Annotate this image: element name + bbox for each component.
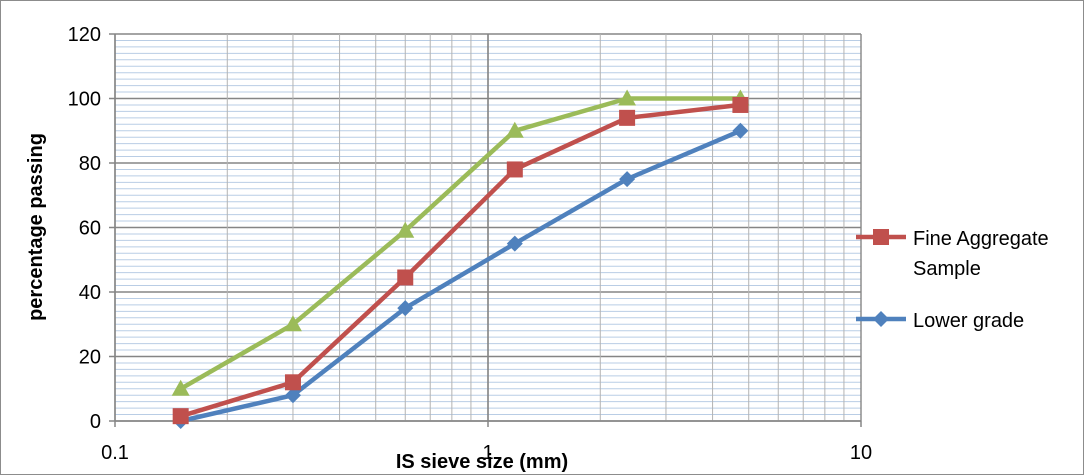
y-tick-label: 0 — [90, 411, 101, 433]
series-line — [179, 96, 741, 391]
data-point-triangle — [505, 121, 524, 138]
y-tick-label: 60 — [79, 218, 101, 240]
legend-label: Lower grade — [913, 310, 1024, 332]
data-point-square — [506, 161, 523, 178]
x-axis-title: IS sieve size (mm) — [396, 451, 568, 473]
data-point-triangle — [171, 379, 190, 396]
legend-swatch-marker — [873, 229, 889, 245]
grid — [114, 33, 862, 422]
data-point-triangle — [283, 315, 302, 332]
data-point-diamond — [284, 387, 301, 404]
data-point-triangle — [618, 89, 637, 106]
series-2 — [172, 122, 749, 429]
y-tick-label: 80 — [79, 153, 101, 175]
y-tick-label: 120 — [68, 24, 101, 46]
legend-item: Fine Aggregate Sample — [856, 228, 1049, 280]
series-1 — [172, 96, 749, 425]
legend-label: Fine Aggregate — [913, 228, 1049, 250]
data-point-diamond — [506, 235, 523, 252]
data-point-square — [284, 374, 301, 391]
y-axis-title: percentage passing — [25, 133, 47, 321]
data-point-square — [172, 408, 189, 425]
series-line — [180, 128, 742, 424]
series-layer — [171, 89, 750, 429]
tick-labels: 0 20 40 60 80 100 120 0.1 1 10 — [68, 24, 873, 464]
x-tick-label: 10 — [850, 442, 872, 464]
x-tick-label: 0.1 — [101, 442, 129, 464]
axes — [109, 33, 862, 427]
y-tick-label: 20 — [79, 347, 101, 369]
data-point-square — [732, 96, 749, 113]
legend-swatch-marker — [873, 311, 889, 327]
y-tick-label: 40 — [79, 282, 101, 304]
series-line — [180, 102, 741, 419]
y-tick-label: 100 — [68, 89, 101, 111]
series-3 — [171, 89, 750, 396]
data-point-triangle — [396, 221, 415, 238]
legend-label: Sample — [913, 258, 981, 280]
data-point-square — [619, 109, 636, 126]
data-point-diamond — [619, 171, 636, 188]
legend-item: Lower grade — [856, 310, 1024, 332]
data-point-square — [397, 269, 414, 286]
x-tick-label: 1 — [482, 442, 493, 464]
data-point-diamond — [732, 122, 749, 139]
legend: Fine Aggregate Sample Lower grade — [856, 228, 1049, 332]
data-point-diamond — [397, 300, 414, 317]
